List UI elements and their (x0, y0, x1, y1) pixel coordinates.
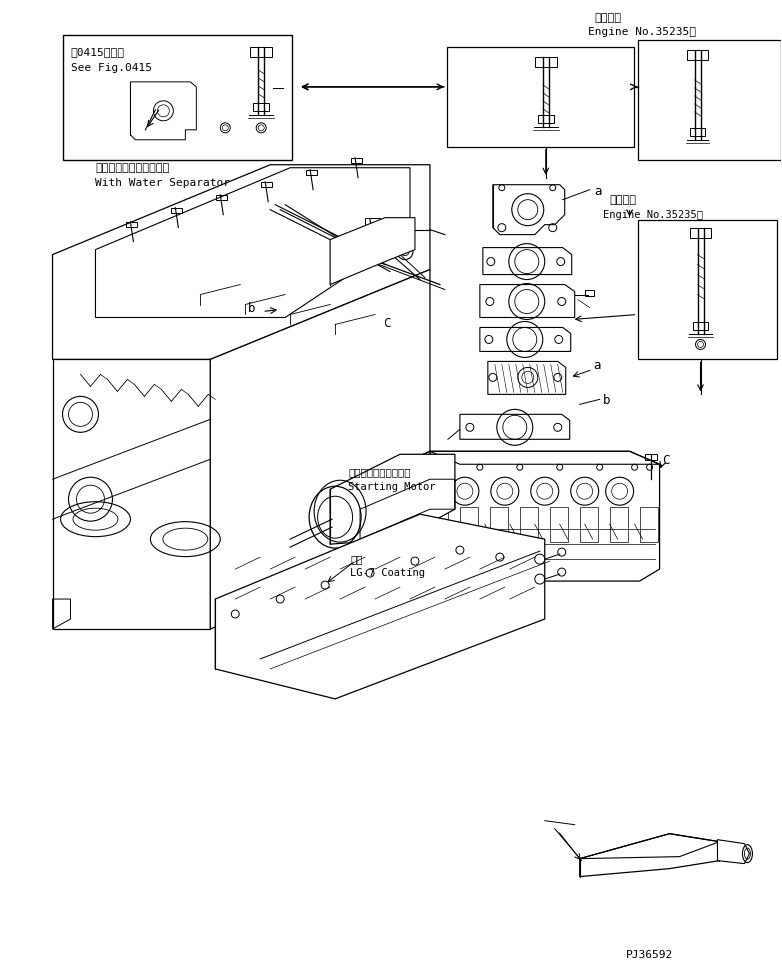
Polygon shape (52, 359, 210, 629)
Bar (579, 508, 597, 542)
Bar (637, 220, 777, 359)
Bar (520, 508, 538, 542)
Bar (460, 508, 478, 542)
Polygon shape (717, 840, 749, 864)
Text: C: C (383, 318, 390, 330)
Polygon shape (330, 455, 455, 544)
Polygon shape (215, 514, 545, 699)
Text: 適用号機: 適用号機 (610, 195, 637, 205)
Text: 適用号機: 適用号機 (594, 13, 622, 23)
Polygon shape (52, 165, 430, 359)
Polygon shape (330, 218, 415, 284)
Bar (637, 39, 781, 160)
Text: Engine No.35235～: Engine No.35235～ (603, 210, 703, 220)
Text: 第0415図参照: 第0415図参照 (70, 47, 124, 57)
Text: LG-7 Coating: LG-7 Coating (350, 568, 425, 578)
Bar (550, 508, 568, 542)
Text: See Fig.0415: See Fig.0415 (70, 63, 152, 73)
Text: b: b (603, 395, 610, 407)
Bar (447, 47, 633, 146)
Text: With Water Separator: With Water Separator (95, 178, 231, 188)
Bar (640, 508, 658, 542)
Text: a: a (594, 185, 602, 197)
Text: スターティングモータ: スターティングモータ (348, 467, 411, 478)
Polygon shape (210, 270, 430, 629)
Text: Engine No.35235～: Engine No.35235～ (588, 27, 696, 37)
Bar (63, 35, 292, 160)
Text: 塗布: 塗布 (350, 554, 363, 564)
Text: b: b (248, 301, 256, 315)
Text: ウォータセパレータ付き: ウォータセパレータ付き (95, 163, 170, 172)
Bar (490, 508, 508, 542)
Text: a: a (594, 359, 601, 373)
Text: C: C (662, 455, 670, 467)
Bar (430, 508, 448, 542)
Polygon shape (579, 834, 719, 876)
Bar (610, 508, 628, 542)
Text: PJ36592: PJ36592 (626, 950, 673, 960)
Polygon shape (95, 168, 410, 318)
Text: Starting Motor: Starting Motor (348, 482, 436, 492)
